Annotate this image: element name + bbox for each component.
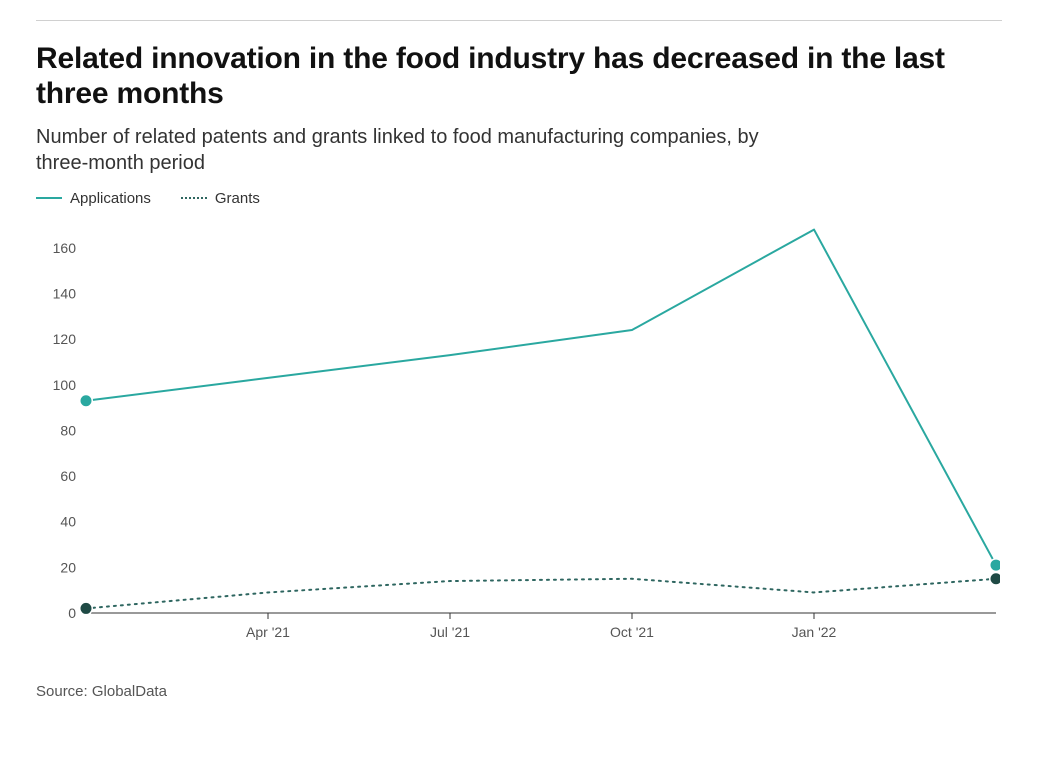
- x-tick-label: Oct '21: [610, 624, 654, 640]
- chart-subtitle: Number of related patents and grants lin…: [36, 124, 796, 176]
- y-tick-label: 60: [60, 468, 76, 484]
- legend-item-grants: Grants: [181, 190, 260, 207]
- legend-label-grants: Grants: [215, 190, 260, 207]
- source-value: GlobalData: [92, 683, 167, 700]
- legend-item-applications: Applications: [36, 190, 151, 207]
- grants-line: [86, 579, 996, 609]
- y-tick-label: 160: [53, 240, 77, 256]
- grants-marker: [81, 603, 91, 613]
- source-line: Source: GlobalData: [36, 683, 1002, 700]
- legend: Applications Grants: [36, 190, 1002, 207]
- y-tick-label: 20: [60, 559, 76, 575]
- source-label: Source:: [36, 683, 88, 700]
- y-tick-label: 0: [68, 605, 76, 621]
- y-tick-label: 40: [60, 513, 76, 529]
- x-tick-label: Jul '21: [430, 624, 470, 640]
- x-tick-label: Jan '22: [792, 624, 837, 640]
- chart-card: Related innovation in the food industry …: [0, 0, 1038, 778]
- y-tick-label: 120: [53, 331, 77, 347]
- applications-marker: [991, 560, 1000, 570]
- legend-swatch-grants: [181, 197, 207, 199]
- y-tick-label: 80: [60, 422, 76, 438]
- applications-marker: [81, 396, 91, 406]
- y-tick-label: 100: [53, 377, 77, 393]
- grants-marker: [991, 574, 1000, 584]
- applications-line: [86, 229, 996, 565]
- legend-label-applications: Applications: [70, 190, 151, 207]
- chart-area: 0 20 40 60 80 100 120 140 160 Apr '21 Jul '21 Oct '…: [36, 215, 1000, 655]
- chart-svg: 0 20 40 60 80 100 120 140 160 Apr '21 Jul '21 Oct '…: [36, 215, 1000, 655]
- legend-swatch-applications: [36, 197, 62, 199]
- y-tick-label: 140: [53, 285, 77, 301]
- x-tick-label: Apr '21: [246, 624, 290, 640]
- top-rule: [36, 20, 1002, 21]
- chart-title: Related innovation in the food industry …: [36, 41, 1002, 112]
